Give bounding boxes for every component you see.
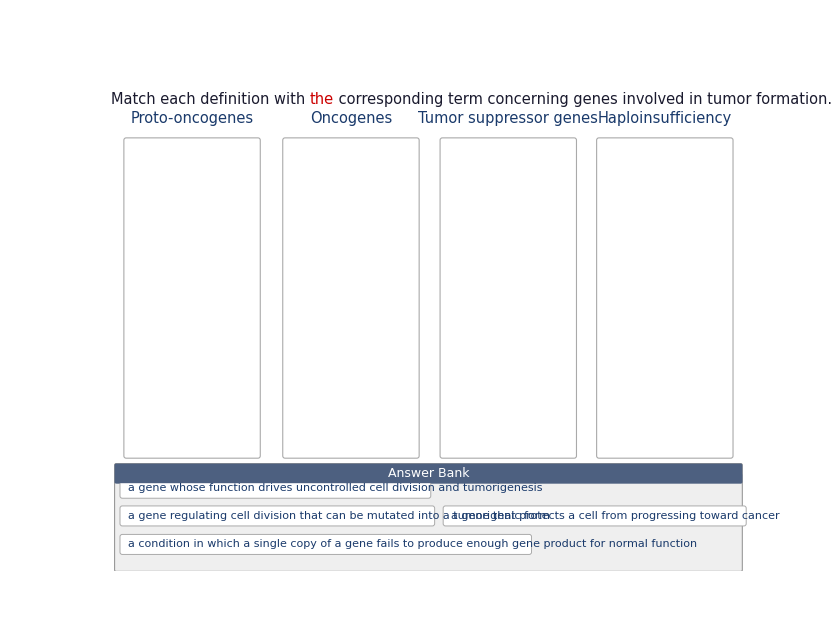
FancyBboxPatch shape bbox=[597, 138, 733, 458]
Text: Haploinsufficiency: Haploinsufficiency bbox=[598, 111, 732, 126]
FancyBboxPatch shape bbox=[124, 138, 260, 458]
Bar bbox=[116, 474, 741, 482]
Text: Answer Bank: Answer Bank bbox=[388, 467, 469, 480]
Text: a gene that protects a cell from progressing toward cancer: a gene that protects a cell from progres… bbox=[451, 511, 779, 521]
Text: a gene whose function drives uncontrolled cell division and tumorigenesis: a gene whose function drives uncontrolle… bbox=[128, 483, 543, 493]
Text: Match each definition with: Match each definition with bbox=[110, 92, 309, 107]
FancyBboxPatch shape bbox=[443, 506, 747, 526]
FancyBboxPatch shape bbox=[440, 138, 577, 458]
Text: Oncogenes: Oncogenes bbox=[310, 111, 392, 126]
Text: Tumor suppressor genes: Tumor suppressor genes bbox=[418, 111, 599, 126]
FancyBboxPatch shape bbox=[283, 138, 419, 458]
FancyBboxPatch shape bbox=[120, 506, 435, 526]
FancyBboxPatch shape bbox=[120, 478, 431, 498]
Text: a condition in which a single copy of a gene fails to produce enough gene produc: a condition in which a single copy of a … bbox=[128, 539, 697, 550]
Text: the: the bbox=[309, 92, 334, 107]
FancyBboxPatch shape bbox=[115, 464, 742, 571]
Text: Proto-oncogenes: Proto-oncogenes bbox=[130, 111, 253, 126]
Text: a gene regulating cell division that can be mutated into a tumorigenic form: a gene regulating cell division that can… bbox=[128, 511, 550, 521]
Text: corresponding term concerning genes involved in tumor formation.: corresponding term concerning genes invo… bbox=[334, 92, 832, 107]
FancyBboxPatch shape bbox=[115, 464, 742, 483]
FancyBboxPatch shape bbox=[120, 534, 532, 555]
